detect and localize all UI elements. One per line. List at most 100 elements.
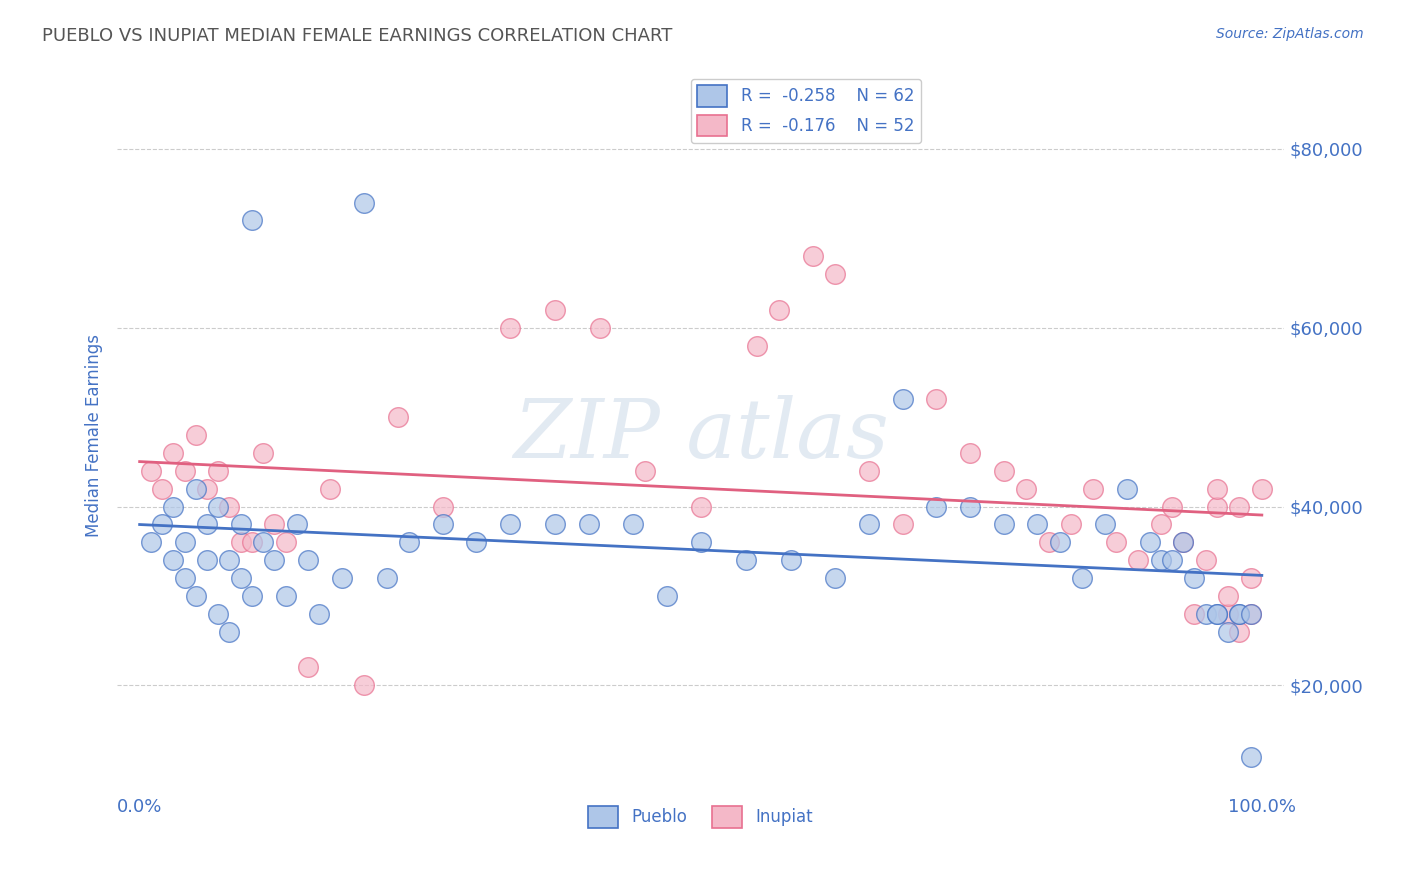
Point [1150,553,1173,567]
Point [1161,500,1184,514]
Point [1184,571,1206,585]
Point [1184,607,1206,621]
Point [229,571,252,585]
Point [432,517,454,532]
Point [173,571,195,585]
Point [398,535,420,549]
Point [1195,607,1218,621]
Point [655,589,678,603]
Point [432,500,454,514]
Point [162,446,184,460]
Point [544,517,567,532]
Point [734,553,756,567]
Point [162,500,184,514]
Point [1218,589,1240,603]
Point [925,392,948,407]
Point [330,571,353,585]
Point [1206,607,1229,621]
Point [1227,500,1250,514]
Point [1116,482,1139,496]
Point [499,517,522,532]
Point [263,517,285,532]
Point [768,302,790,317]
Point [195,517,218,532]
Point [353,678,375,692]
Point [1071,571,1094,585]
Point [891,392,914,407]
Point [1094,517,1116,532]
Point [319,482,342,496]
Point [285,517,308,532]
Point [993,517,1015,532]
Point [801,249,824,263]
Point [1227,607,1250,621]
Point [925,500,948,514]
Point [184,589,207,603]
Point [824,267,846,281]
Point [499,320,522,334]
Point [150,482,173,496]
Point [1083,482,1105,496]
Text: ZIP atlas: ZIP atlas [513,395,889,475]
Point [1173,535,1195,549]
Point [858,464,880,478]
Point [207,464,229,478]
Point [779,553,801,567]
Point [375,571,398,585]
Point [824,571,846,585]
Point [993,464,1015,478]
Point [229,535,252,549]
Point [544,302,567,317]
Point [173,464,195,478]
Point [633,464,655,478]
Point [218,500,240,514]
Point [1161,553,1184,567]
Point [184,428,207,442]
Point [1038,535,1060,549]
Y-axis label: Median Female Earnings: Median Female Earnings [86,334,103,537]
Point [891,517,914,532]
Point [297,553,319,567]
Point [297,660,319,674]
Point [274,535,297,549]
Point [1195,553,1218,567]
Point [218,624,240,639]
Point [240,213,263,227]
Point [621,517,644,532]
Point [162,553,184,567]
Legend: Pueblo, Inupiat: Pueblo, Inupiat [582,799,820,834]
Point [195,482,218,496]
Point [1060,517,1083,532]
Point [184,482,207,496]
Point [207,500,229,514]
Point [139,464,162,478]
Point [150,517,173,532]
Point [1206,607,1229,621]
Point [1206,482,1229,496]
Text: Source: ZipAtlas.com: Source: ZipAtlas.com [1216,27,1364,41]
Point [1218,607,1240,621]
Point [252,446,274,460]
Point [1227,607,1250,621]
Point [1250,482,1272,496]
Point [689,500,711,514]
Point [139,535,162,549]
Point [689,535,711,549]
Point [745,338,768,352]
Point [959,446,981,460]
Point [578,517,600,532]
Point [1049,535,1071,549]
Text: PUEBLO VS INUPIAT MEDIAN FEMALE EARNINGS CORRELATION CHART: PUEBLO VS INUPIAT MEDIAN FEMALE EARNINGS… [42,27,672,45]
Point [858,517,880,532]
Point [218,553,240,567]
Point [1150,517,1173,532]
Point [1218,624,1240,639]
Point [387,410,409,425]
Point [1206,500,1229,514]
Point [353,195,375,210]
Point [1239,607,1261,621]
Point [308,607,330,621]
Point [240,589,263,603]
Point [589,320,612,334]
Point [959,500,981,514]
